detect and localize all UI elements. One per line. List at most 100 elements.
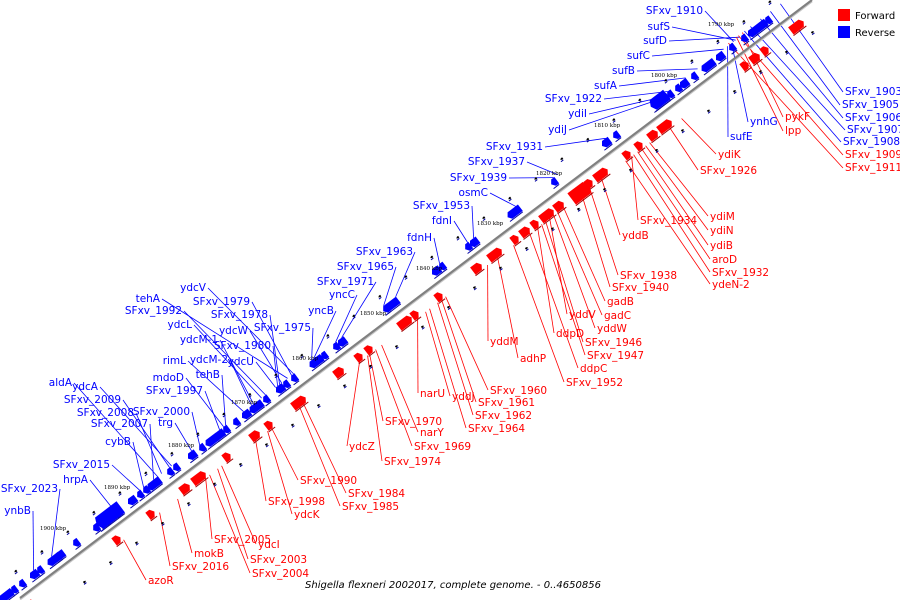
gene-label-ddpc[interactable]: ddpC <box>580 363 607 375</box>
gene-label-sfxv-1978[interactable]: SFxv_1978 <box>211 309 268 321</box>
gene-label-sfxv-1998[interactable]: SFxv_1998 <box>268 496 325 508</box>
gene-label-gadb[interactable]: gadB <box>607 296 634 308</box>
gene-label-ydcw[interactable]: ydcW <box>219 325 249 337</box>
gene-label-sfxv-1932[interactable]: SFxv_1932 <box>712 267 769 279</box>
gene-label-sfxv-1938[interactable]: SFxv_1938 <box>620 270 677 282</box>
gene-label-ydii[interactable]: ydiI <box>568 108 587 120</box>
gene-label-ydcm-2[interactable]: ydcM-2 <box>190 354 228 366</box>
gene-label-sfxv-2007[interactable]: SFxv_2007 <box>91 418 148 430</box>
gene-label-ydck[interactable]: ydcK <box>294 509 321 521</box>
gene-label-ddpd[interactable]: ddpD <box>556 328 584 340</box>
gene-label-sfxv-1910[interactable]: SFxv_1910 <box>646 5 703 17</box>
gene-label-sfxv-2009[interactable]: SFxv_2009 <box>64 394 121 406</box>
gene-label-sfxv-1907[interactable]: SFxv_1907 <box>847 124 900 136</box>
gene-label-azor[interactable]: azoR <box>148 575 174 587</box>
gene-label-arod[interactable]: aroD <box>712 254 737 266</box>
gene-label-ydik[interactable]: ydiK <box>718 149 742 161</box>
gene-label-tehb[interactable]: tehB <box>196 369 220 381</box>
gene-label-sfxv-2003[interactable]: SFxv_2003 <box>250 554 307 566</box>
gene-label-sufa[interactable]: sufA <box>594 80 618 92</box>
gene-label-alda[interactable]: aldA <box>49 377 73 389</box>
gene-label-sfxv-1992[interactable]: SFxv_1992 <box>125 305 182 317</box>
gene-label-trg[interactable]: trg <box>158 417 173 429</box>
gene-label-yncc[interactable]: yncC <box>329 289 355 301</box>
gene-label-sfxv-1985[interactable]: SFxv_1985 <box>342 501 399 513</box>
gene-label-sfxv-1980[interactable]: SFxv_1980 <box>214 340 271 352</box>
gene-label-sfxv-1997[interactable]: SFxv_1997 <box>146 385 203 397</box>
gene-label-sfxv-1909[interactable]: SFxv_1909 <box>845 149 900 161</box>
gene-label-sfxv-1946[interactable]: SFxv_1946 <box>585 337 642 349</box>
gene-label-sfxv-1962[interactable]: SFxv_1962 <box>475 410 532 422</box>
gene-label-sfxv-1937[interactable]: SFxv_1937 <box>468 156 525 168</box>
gene-label-ydci[interactable]: ydcI <box>258 539 280 551</box>
gene-label-mdod[interactable]: mdoD <box>153 372 184 384</box>
gene-label-sfxv-2015[interactable]: SFxv_2015 <box>53 459 110 471</box>
gene-label-sfxv-1906[interactable]: SFxv_1906 <box>845 112 900 124</box>
gene-label-sfxv-2005[interactable]: SFxv_2005 <box>214 534 271 546</box>
gene-label-sfxv-1971[interactable]: SFxv_1971 <box>317 276 374 288</box>
gene-label-sfxv-1975[interactable]: SFxv_1975 <box>254 322 311 334</box>
gene-label-sfxv-2016[interactable]: SFxv_2016 <box>172 561 229 573</box>
gene-label-naru[interactable]: narU <box>420 388 445 400</box>
gene-label-lpp[interactable]: lpp <box>785 125 802 137</box>
gene-label-sufs[interactable]: sufS <box>648 21 671 33</box>
gene-label-sfxv-1979[interactable]: SFxv_1979 <box>193 296 250 308</box>
gene-label-sfxv-1990[interactable]: SFxv_1990 <box>300 475 357 487</box>
gene-label-teha[interactable]: tehA <box>136 293 161 305</box>
gene-label-hrpa[interactable]: hrpA <box>63 474 89 486</box>
gene-label-sfxv-1931[interactable]: SFxv_1931 <box>486 141 543 153</box>
gene-label-yddw[interactable]: yddW <box>597 323 628 335</box>
gene-label-sfxv-1974[interactable]: SFxv_1974 <box>384 456 441 468</box>
gene-label-ydca[interactable]: ydcA <box>72 381 99 393</box>
gene-label-ydcu[interactable]: ydcU <box>228 356 254 368</box>
gene-label-cybb[interactable]: cybB <box>105 436 131 448</box>
gene-label-fdnh[interactable]: fdnH <box>407 232 432 244</box>
gene-label-ydcz[interactable]: ydcZ <box>349 441 375 453</box>
gene-label-yddv[interactable]: yddV <box>569 309 597 321</box>
gene-label-ydim[interactable]: ydiM <box>710 211 735 223</box>
gene-label-sfxv-2004[interactable]: SFxv_2004 <box>252 568 309 580</box>
gene-label-ydin[interactable]: ydiN <box>710 225 734 237</box>
gene-label-sfxv-1965[interactable]: SFxv_1965 <box>337 261 394 273</box>
gene-label-yddb[interactable]: yddB <box>622 230 649 242</box>
gene-label-nary[interactable]: narY <box>420 427 444 439</box>
gene-label-osmc[interactable]: osmC <box>459 187 488 199</box>
gene-label-sfxv-1934[interactable]: SFxv_1934 <box>640 215 697 227</box>
gene-label-sfxv-1926[interactable]: SFxv_1926 <box>700 165 757 177</box>
gene-label-sfxv-1964[interactable]: SFxv_1964 <box>468 423 525 435</box>
gene-label-ydib[interactable]: ydiB <box>710 240 733 252</box>
gene-label-adhp[interactable]: adhP <box>520 353 546 365</box>
gene-label-fdni[interactable]: fdnI <box>432 215 452 227</box>
gene-label-sfxv-2000[interactable]: SFxv_2000 <box>133 406 190 418</box>
gene-label-sfxv-2008[interactable]: SFxv_2008 <box>77 407 134 419</box>
gene-label-yncb[interactable]: yncB <box>308 305 334 317</box>
gene-label-sfxv-1961[interactable]: SFxv_1961 <box>478 397 535 409</box>
gene-label-sfxv-1911[interactable]: SFxv_1911 <box>845 162 900 174</box>
gene-label-sfxv-1970[interactable]: SFxv_1970 <box>385 416 442 428</box>
gene-label-yddm[interactable]: yddM <box>490 336 519 348</box>
gene-label-mokb[interactable]: mokB <box>194 548 224 560</box>
gene-label-ydij[interactable]: ydiJ <box>548 124 567 136</box>
gene-label-sfxv-1984[interactable]: SFxv_1984 <box>348 488 405 500</box>
gene-label-sfxv-1922[interactable]: SFxv_1922 <box>545 93 602 105</box>
gene-label-yden-2[interactable]: ydeN-2 <box>712 279 750 291</box>
gene-label-sufe[interactable]: sufE <box>730 131 752 143</box>
gene-label-gadc[interactable]: gadC <box>604 310 631 322</box>
gene-label-sfxv-1969[interactable]: SFxv_1969 <box>414 441 471 453</box>
gene-label-pykf[interactable]: pykF <box>785 111 810 123</box>
gene-label-sufb[interactable]: sufB <box>612 65 635 77</box>
gene-label-sfxv-1908[interactable]: SFxv_1908 <box>843 136 900 148</box>
gene-label-ynbb[interactable]: ynbB <box>4 505 31 517</box>
gene-label-sfxv-1953[interactable]: SFxv_1953 <box>413 200 470 212</box>
gene-label-sfxv-1940[interactable]: SFxv_1940 <box>612 282 669 294</box>
gene-label-ydcl[interactable]: ydcL <box>167 319 192 331</box>
gene-label-ydcm-1[interactable]: ydcM-1 <box>180 334 218 346</box>
gene-label-sufc[interactable]: sufC <box>627 50 650 62</box>
gene-label-sufd[interactable]: sufD <box>643 35 667 47</box>
gene-label-sfxv-2023[interactable]: SFxv_2023 <box>1 483 58 495</box>
gene-label-sfxv-1947[interactable]: SFxv_1947 <box>587 350 644 362</box>
gene-label-sfxv-1905[interactable]: SFxv_1905 <box>842 99 899 111</box>
gene-label-ynhg[interactable]: ynhG <box>750 116 778 128</box>
gene-label-riml[interactable]: rimL <box>163 355 186 367</box>
gene-label-sfxv-1960[interactable]: SFxv_1960 <box>490 385 547 397</box>
